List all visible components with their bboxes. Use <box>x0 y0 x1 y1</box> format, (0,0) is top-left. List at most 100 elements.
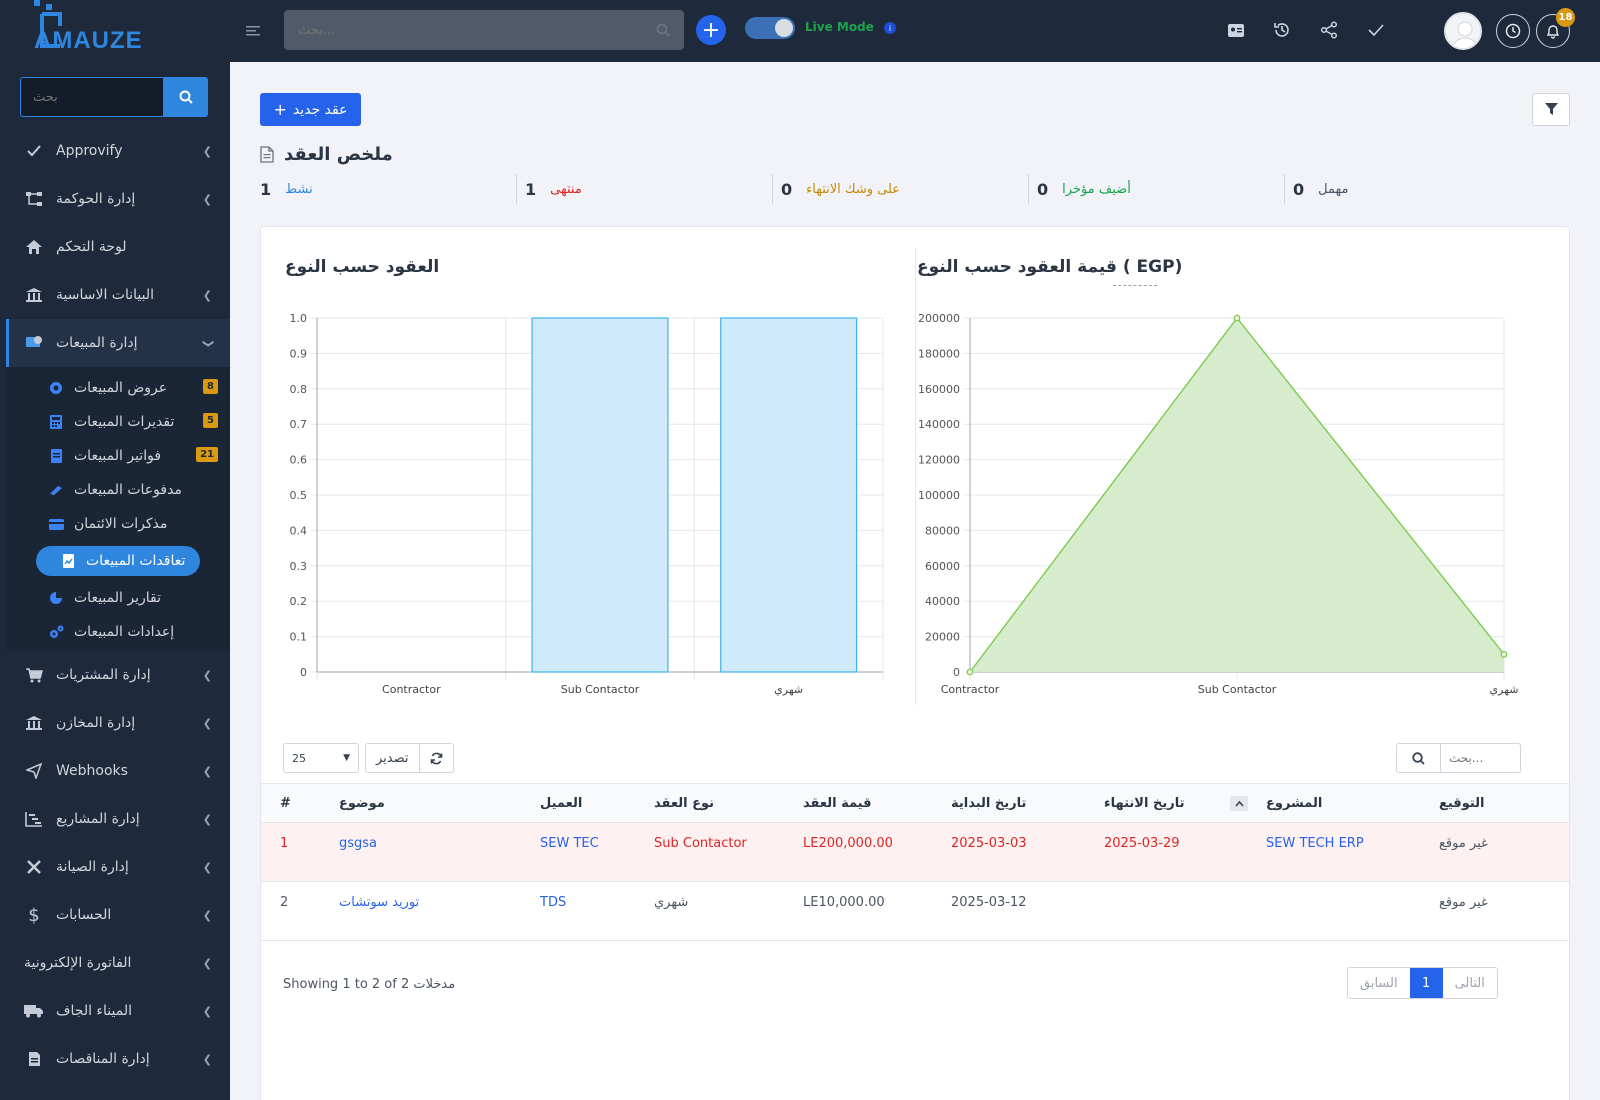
submenu-item-settings[interactable]: إعدادات المبيعات <box>6 615 230 649</box>
submenu-item-contracts[interactable]: تعاقدات المبيعات <box>6 546 230 576</box>
start-date: 2025-03-12 <box>951 895 1027 910</box>
y-tick-label: 0.9 <box>290 347 308 360</box>
sidebar-item-label: الحسابات <box>56 907 112 923</box>
count-badge: 5 <box>203 413 218 428</box>
gear-icon <box>48 380 64 396</box>
column-header[interactable]: # <box>280 795 291 811</box>
chevron-left-icon: ❮ <box>202 765 212 778</box>
gantt-icon <box>24 809 44 829</box>
table-row[interactable]: 1 gsgsa SEW TEC Sub Contactor LE200,000.… <box>261 823 1569 882</box>
global-search-input[interactable] <box>298 22 656 38</box>
column-header[interactable]: المشروع <box>1266 795 1323 811</box>
sidebar-item-sales[interactable]: إدارة المبيعات ❮ <box>6 319 230 367</box>
column-header[interactable]: العميل <box>540 795 583 811</box>
filter-button[interactable] <box>1532 93 1570 126</box>
notifications-button[interactable] <box>1536 14 1570 48</box>
sort-asc-icon <box>1230 795 1248 811</box>
live-mode-toggle[interactable] <box>745 17 795 39</box>
y-tick-label: 60000 <box>925 560 960 573</box>
column-header[interactable]: التوقيع <box>1439 795 1485 811</box>
stat-number: 1 <box>260 179 272 199</box>
share-icon[interactable] <box>1317 18 1341 42</box>
sidebar-item-master-data[interactable]: البيانات الاساسية ❮ <box>0 271 230 319</box>
sales-submenu: عروض المبيعات 8 تقديرات المبيعات 5 فواتي… <box>6 367 230 651</box>
chevron-left-icon: ❮ <box>202 909 212 922</box>
info-icon[interactable]: i <box>884 22 896 34</box>
sidebar-item-dashboard[interactable]: لوحة التحكم <box>0 223 230 271</box>
sidebar-search <box>20 77 208 117</box>
chevron-left-icon: ❮ <box>202 1005 212 1018</box>
page-button-current[interactable]: 1 <box>1409 968 1443 998</box>
check-icon[interactable] <box>1364 18 1388 42</box>
page-size-select[interactable]: 25 ▼ <box>283 743 359 773</box>
client-link[interactable]: SEW TEC <box>540 836 599 851</box>
chevron-left-icon: ❮ <box>202 145 212 158</box>
search-icon[interactable] <box>656 23 670 37</box>
column-header[interactable]: نوع العقد <box>654 795 714 811</box>
stat-expired[interactable]: 1 منتهى <box>516 174 772 204</box>
sidebar-item-tenders[interactable]: إدارة المناقصات ❮ <box>0 1035 230 1083</box>
main-content: + عقد جديد ملخص العقد 1 نشط 1 منتهى 0 عل… <box>230 62 1600 1100</box>
submenu-item-payments[interactable]: مدفوعات المبيعات <box>6 473 230 507</box>
hierarchy-icon <box>24 189 44 209</box>
y-tick-label: 0.1 <box>290 631 308 644</box>
export-button[interactable]: تصدير <box>365 743 420 773</box>
menu-toggle-icon[interactable] <box>246 22 260 41</box>
warehouse-icon <box>24 713 44 733</box>
table-row[interactable]: 2 توريد سوتشات TDS شهري LE10,000.00 2025… <box>261 882 1569 941</box>
column-header[interactable]: قيمة العقد <box>803 795 872 811</box>
column-header[interactable]: تاريخ البداية <box>951 795 1027 811</box>
table-search-button[interactable] <box>1397 744 1441 772</box>
next-page-button[interactable]: التالى <box>1454 975 1485 991</box>
sidebar-item-purchases[interactable]: إدارة المشتريات ❮ <box>0 651 230 699</box>
refresh-button[interactable] <box>419 743 454 773</box>
contract-subject-link[interactable]: gsgsa <box>339 836 378 851</box>
history-icon[interactable] <box>1270 18 1294 42</box>
column-header[interactable]: موضوع <box>339 795 385 811</box>
sidebar-item-accounts[interactable]: $ الحسابات ❮ <box>0 891 230 939</box>
chart-divider <box>915 249 916 705</box>
new-contract-button[interactable]: + عقد جديد <box>260 93 361 126</box>
sidebar-item-webhooks[interactable]: Webhooks ❮ <box>0 747 230 795</box>
stat-active[interactable]: 1 نشط <box>260 174 516 204</box>
table-search-input[interactable] <box>1441 744 1519 772</box>
brand-logo[interactable]: AMAUZE <box>0 0 230 62</box>
topbar: + Live Mode i 18 <box>230 0 1600 62</box>
sidebar-item-approvify[interactable]: Approvify ❮ <box>0 127 230 175</box>
tools-icon <box>24 857 44 877</box>
prev-page-button[interactable]: السابق <box>1360 975 1398 991</box>
sidebar-item-warehouses[interactable]: إدارة المخازن ❮ <box>0 699 230 747</box>
sidebar-item-governance[interactable]: إدارة الحوكمة ❮ <box>0 175 230 223</box>
stat-trashed[interactable]: 0 مهمل <box>1284 174 1540 204</box>
contract-subject-link[interactable]: توريد سوتشات <box>339 895 420 910</box>
y-tick-label: 0.7 <box>290 418 308 431</box>
clock-button[interactable] <box>1496 14 1530 48</box>
quick-add-button[interactable]: + <box>696 15 726 45</box>
sidebar-item-maintenance[interactable]: إدارة الصيانة ❮ <box>0 843 230 891</box>
data-point <box>1233 314 1241 322</box>
sidebar-search-input[interactable] <box>20 77 163 117</box>
client-link[interactable]: TDS <box>540 895 567 910</box>
id-card-icon[interactable] <box>1224 18 1248 42</box>
project-link[interactable]: SEW TECH ERP <box>1266 836 1364 851</box>
sidebar-item-dry-port[interactable]: الميناء الجاف ❮ <box>0 987 230 1035</box>
submenu-item-quotes[interactable]: عروض المبيعات 8 <box>6 371 230 405</box>
submenu-item-estimates[interactable]: تقديرات المبيعات 5 <box>6 405 230 439</box>
sidebar-item-e-invoice[interactable]: الفاتورة الإلكترونية ❮ <box>0 939 230 987</box>
sidebar-search-button[interactable] <box>163 77 208 117</box>
submenu-item-reports[interactable]: تقارير المبيعات <box>6 581 230 615</box>
sidebar-item-projects[interactable]: إدارة المشاريع ❮ <box>0 795 230 843</box>
calculator-icon <box>48 414 64 430</box>
submenu-item-invoices[interactable]: فواتير المبيعات 21 <box>6 439 230 473</box>
y-tick-label: 20000 <box>925 631 960 644</box>
column-header-sorted[interactable]: تاريخ الانتهاء <box>1094 795 1256 811</box>
user-avatar-icon <box>1451 21 1479 48</box>
document-icon <box>24 1049 44 1069</box>
stat-recently-added[interactable]: 0 أضيف مؤخرا <box>1028 174 1284 204</box>
stat-about-to-expire[interactable]: 0 على وشك الانتهاء <box>772 174 1028 204</box>
pie-chart-icon <box>48 590 64 606</box>
submenu-item-credit-notes[interactable]: مذكرات الائتمان <box>6 507 230 541</box>
sidebar-item-label: إدارة المشاريع <box>56 811 140 827</box>
x-tick-label: Sub Contactor <box>561 683 640 696</box>
avatar[interactable] <box>1444 12 1482 50</box>
